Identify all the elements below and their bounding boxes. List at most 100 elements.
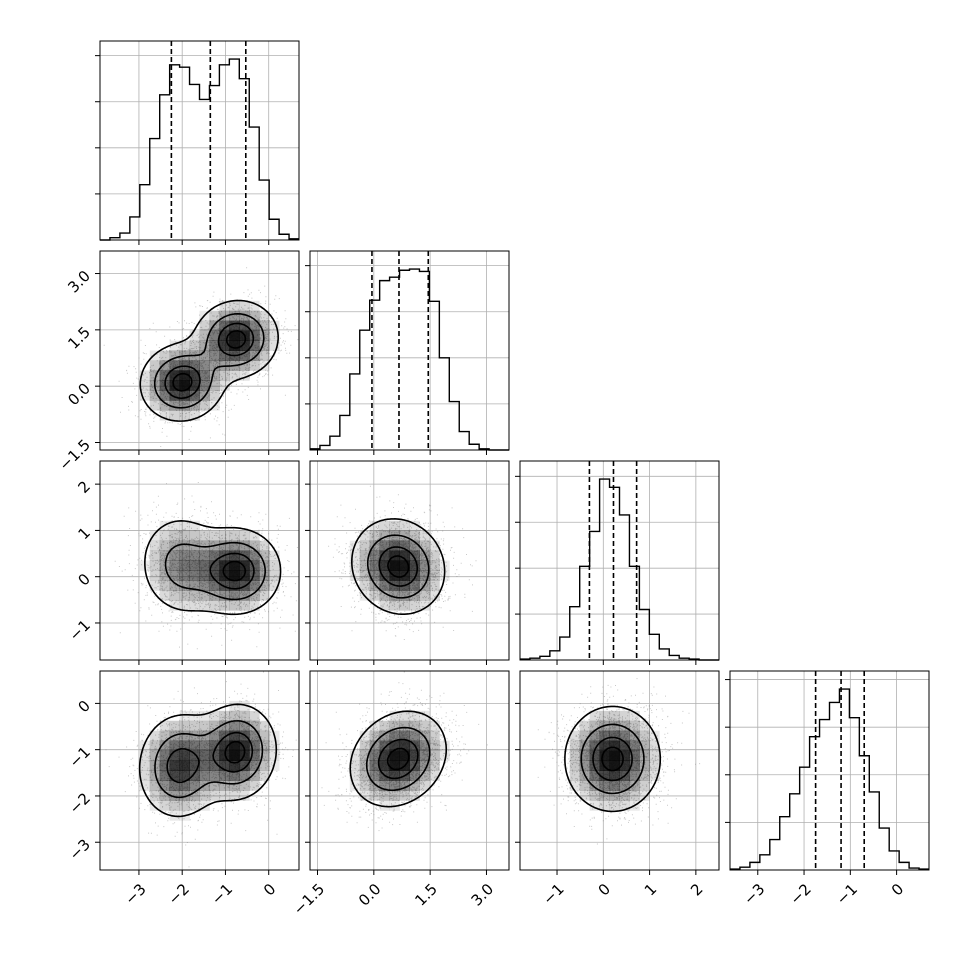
- hist2d-cell: [639, 770, 650, 781]
- hist2d-cell: [209, 760, 220, 771]
- density-contour: [351, 518, 446, 616]
- hist2d-cell: [229, 740, 240, 751]
- hist2d-cell: [269, 560, 280, 571]
- hist2d-cell: [139, 780, 151, 791]
- hist2d-cell: [429, 770, 440, 781]
- hist2d-cell: [369, 530, 381, 541]
- hist2d-cell: [219, 330, 230, 341]
- density-contour: [138, 703, 278, 818]
- hist2d-cell: [259, 740, 270, 751]
- density-contour: [224, 740, 246, 764]
- hist2d-cell: [599, 790, 610, 801]
- hist2d-cell: [209, 730, 220, 742]
- hist2d-cell: [199, 750, 210, 761]
- hist2d-cell: [149, 770, 161, 781]
- hist2d-cell: [209, 340, 220, 351]
- hist2d-cell: [259, 310, 270, 322]
- hist2d-cell: [369, 770, 381, 781]
- hist2d-cell: [579, 720, 591, 732]
- hist2d-cell: [169, 780, 180, 791]
- density-contour: [153, 312, 265, 409]
- density-contour: [592, 736, 633, 782]
- hist2d-cell: [399, 790, 410, 801]
- density-contour: [164, 322, 255, 400]
- hist2d-cell: [219, 590, 230, 601]
- hist2d-cell: [179, 760, 190, 771]
- hist2d-cell: [169, 720, 180, 732]
- hist2d-cell: [209, 330, 220, 341]
- hist2d-cell: [409, 570, 420, 581]
- hist2d-cell: [419, 600, 430, 611]
- hist2d-cell: [189, 750, 200, 761]
- hist2d-cell: [239, 310, 250, 322]
- hist2d-cell: [369, 730, 381, 742]
- hist2d-cell: [269, 550, 280, 561]
- hist2d-cell: [369, 740, 381, 751]
- hist2d-cell: [219, 720, 230, 732]
- hist2d-cell: [249, 770, 260, 781]
- hist2d-cell: [609, 760, 620, 771]
- hist2d-cell: [209, 710, 220, 722]
- panel-frame: [519, 460, 720, 661]
- hist2d-cell: [259, 590, 270, 601]
- hist2d-cell: [169, 800, 180, 811]
- hist2d-cell: [229, 780, 240, 791]
- hist2d-cell: [409, 600, 420, 611]
- hist2d-cell: [399, 550, 410, 561]
- hist2d-cell: [179, 370, 190, 381]
- hist2d-cell: [189, 730, 200, 742]
- hist2d-cell: [589, 770, 600, 781]
- hist2d-cell: [189, 560, 200, 571]
- hist2d-cell: [209, 600, 220, 611]
- density-contour: [154, 719, 264, 799]
- hist2d-cell: [249, 720, 260, 732]
- hist2d-cell: [249, 530, 260, 541]
- x-tick-label: 2: [687, 880, 706, 899]
- hist2d-cell: [409, 530, 420, 541]
- hist2d-cell: [209, 560, 220, 571]
- hist2d-cell: [369, 590, 381, 601]
- hist2d-cell: [609, 710, 620, 722]
- hist2d-cell: [249, 550, 260, 561]
- hist2d-cell: [209, 580, 220, 591]
- panel-frame: [309, 670, 510, 871]
- hist2d-cell: [139, 380, 151, 391]
- hist2d-cell: [149, 580, 161, 591]
- hist2d-cell: [149, 360, 161, 371]
- hist2d-cell: [369, 550, 381, 561]
- hist2d-cell: [179, 390, 190, 401]
- hist2d-cell: [589, 740, 600, 751]
- hist2d-cell: [229, 710, 240, 722]
- hist2d-cell: [419, 780, 430, 791]
- hist2d-cell: [169, 520, 180, 532]
- x-tick-label: 0: [260, 880, 279, 899]
- histogram-panel-4: [725, 670, 930, 875]
- hist2d-cell: [219, 790, 230, 801]
- hist2d-cell: [149, 560, 161, 571]
- hist2d-cell: [379, 580, 390, 591]
- hist2d-cell: [239, 360, 250, 371]
- hist2d-cell: [419, 550, 430, 561]
- hist2d-cell: [609, 790, 620, 801]
- hist2d-cell: [179, 340, 190, 351]
- hist2d-cell: [629, 750, 640, 761]
- hist2d-cell: [399, 750, 410, 761]
- hist2d-cell: [269, 330, 280, 341]
- hist2d-cell: [229, 580, 240, 591]
- hist2d-cell: [149, 390, 161, 401]
- panel-frame: [519, 670, 720, 871]
- hist2d-cell: [379, 570, 390, 581]
- histogram-step: [730, 688, 929, 870]
- density-layer: [310, 671, 509, 870]
- hist2d-cell: [379, 520, 390, 532]
- hist2d-cell: [379, 790, 390, 801]
- density-contour: [222, 560, 247, 582]
- hist2d-cell: [249, 760, 260, 771]
- y-tick-label: −1: [66, 743, 94, 771]
- hist2d-cell: [639, 760, 650, 771]
- hist2d-cell: [199, 730, 210, 742]
- hist2d-cell: [389, 710, 400, 722]
- hist2d-cell: [159, 400, 171, 411]
- hist2d-cell: [199, 330, 210, 341]
- hist2d-cell: [229, 550, 240, 561]
